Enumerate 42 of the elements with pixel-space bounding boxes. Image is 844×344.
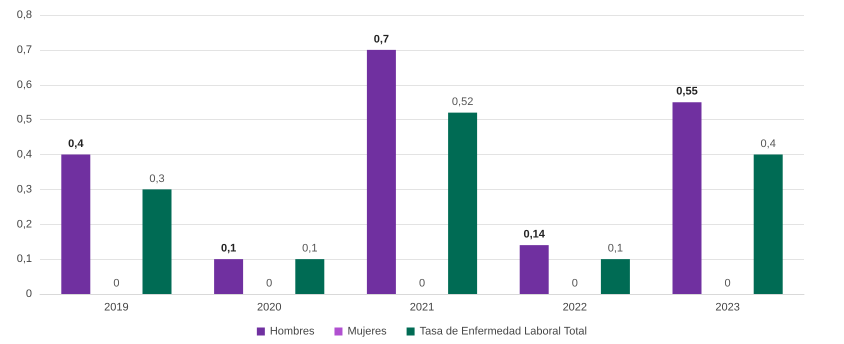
- y-tick-label: 0,6: [16, 78, 32, 91]
- data-label: 0,1: [220, 242, 236, 255]
- legend-label: Tasa de Enfermedad Laboral Total: [420, 326, 587, 338]
- data-label: 0: [572, 278, 578, 290]
- bar: [142, 189, 172, 294]
- x-tick-label: 2021: [410, 302, 434, 314]
- data-label: 0,14: [523, 228, 546, 241]
- y-tick-label: 0,1: [16, 253, 32, 266]
- y-tick-label: 0,5: [16, 114, 32, 126]
- data-label: 0: [113, 278, 120, 290]
- y-tick-label: 0,2: [16, 218, 32, 230]
- bar: [672, 102, 702, 294]
- x-tick-label: 2020: [256, 302, 282, 314]
- data-label: 0,55: [676, 86, 698, 98]
- data-label: 0,7: [374, 33, 390, 46]
- data-label: 0,52: [452, 96, 474, 108]
- legend-label: Hombres: [270, 326, 315, 338]
- bar: [295, 259, 324, 294]
- bar: [754, 154, 783, 294]
- data-label: 0,1: [302, 242, 318, 255]
- x-tick-label: 2019: [104, 302, 129, 314]
- data-label: 0: [724, 278, 731, 290]
- bar: [520, 245, 549, 294]
- data-label: 0,4: [760, 138, 776, 150]
- bar: [214, 259, 244, 294]
- bar: [61, 154, 90, 294]
- y-tick-label: 0,4: [16, 148, 32, 160]
- y-tick-label: 0: [26, 288, 32, 300]
- data-label: 0: [266, 278, 272, 290]
- legend-label: Mujeres: [347, 326, 388, 338]
- data-label: 0,1: [608, 242, 624, 255]
- y-tick-label: 0,7: [16, 44, 32, 56]
- data-label: 0,3: [149, 172, 165, 185]
- bar: [600, 259, 630, 294]
- data-label: 0: [418, 278, 426, 290]
- data-label: 0,4: [68, 138, 84, 150]
- x-tick-label: 2023: [715, 302, 740, 314]
- y-tick-label: 0,8: [16, 9, 32, 21]
- bar: [366, 50, 396, 294]
- y-tick-label: 0,3: [16, 183, 32, 196]
- bar: [448, 112, 478, 294]
- x-tick-label: 2022: [562, 302, 588, 314]
